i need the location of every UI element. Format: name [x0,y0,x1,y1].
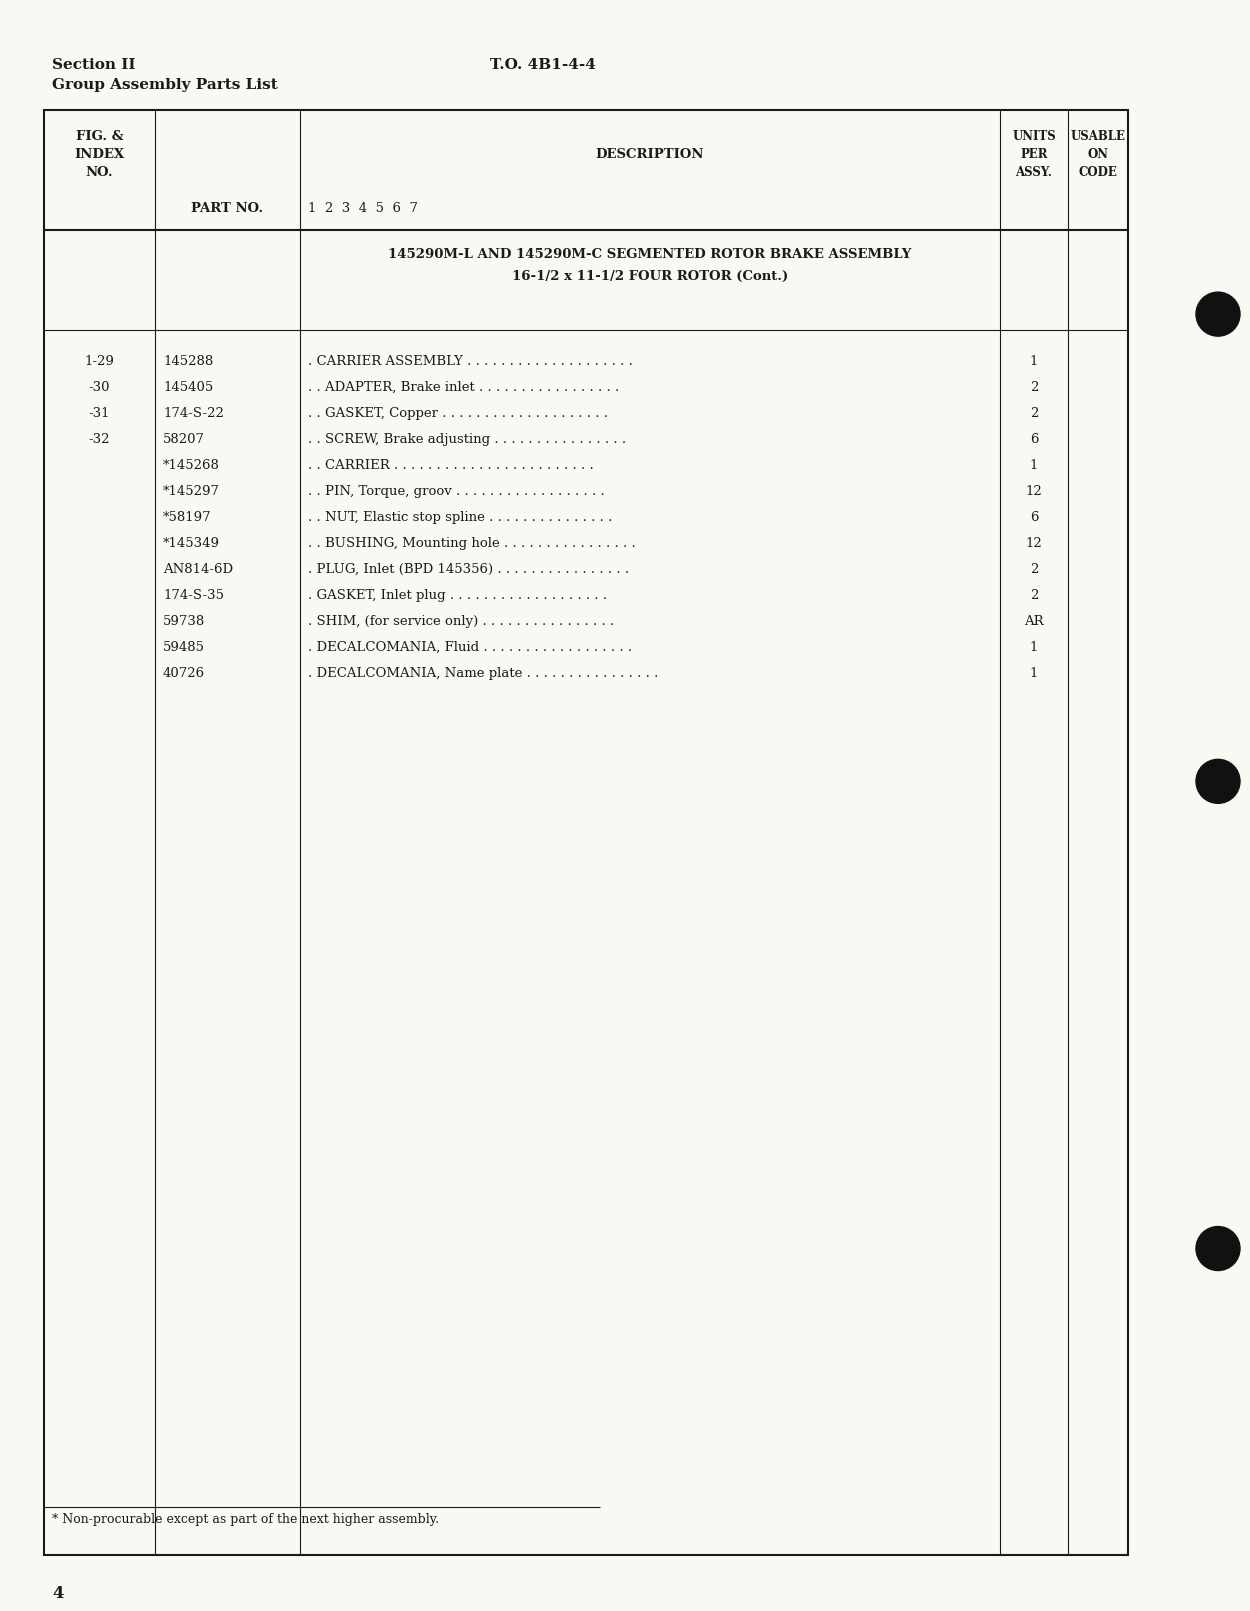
Text: 2: 2 [1030,590,1039,603]
Text: *58197: *58197 [162,511,211,524]
Text: 1: 1 [1030,667,1039,680]
Text: 6: 6 [1030,511,1039,524]
Text: CODE: CODE [1079,166,1118,179]
Text: -31: -31 [89,408,110,420]
Text: DESCRIPTION: DESCRIPTION [596,148,704,161]
Text: . PLUG, Inlet (BPD 145356) . . . . . . . . . . . . . . . .: . PLUG, Inlet (BPD 145356) . . . . . . .… [308,562,629,577]
Text: 59485: 59485 [162,641,205,654]
Text: Section II: Section II [52,58,135,72]
Text: INDEX: INDEX [75,148,125,161]
Text: 59738: 59738 [162,615,205,628]
Text: 12: 12 [1025,536,1042,549]
Circle shape [1196,759,1240,804]
Text: 1  2  3  4  5  6  7: 1 2 3 4 5 6 7 [308,201,418,214]
Bar [44,110,1128,1555]
Text: 58207: 58207 [162,433,205,446]
Text: 1-29: 1-29 [85,354,115,367]
Text: . . GASKET, Copper . . . . . . . . . . . . . . . . . . . .: . . GASKET, Copper . . . . . . . . . . .… [308,408,608,420]
Text: . . PIN, Torque, groov . . . . . . . . . . . . . . . . . .: . . PIN, Torque, groov . . . . . . . . .… [308,485,605,498]
Text: 174-S-22: 174-S-22 [162,408,224,420]
Text: 1: 1 [1030,641,1039,654]
Text: AN814-6D: AN814-6D [162,562,232,577]
Text: ASSY.: ASSY. [1015,166,1052,179]
Text: . DECALCOMANIA, Fluid . . . . . . . . . . . . . . . . . .: . DECALCOMANIA, Fluid . . . . . . . . . … [308,641,632,654]
Text: 16-1/2 x 11-1/2 FOUR ROTOR (Cont.): 16-1/2 x 11-1/2 FOUR ROTOR (Cont.) [512,271,789,284]
Text: 12: 12 [1025,485,1042,498]
Text: . . BUSHING, Mounting hole . . . . . . . . . . . . . . . .: . . BUSHING, Mounting hole . . . . . . .… [308,536,636,549]
Text: 6: 6 [1030,433,1039,446]
Text: . . CARRIER . . . . . . . . . . . . . . . . . . . . . . . .: . . CARRIER . . . . . . . . . . . . . . … [308,459,594,472]
Circle shape [1196,292,1240,337]
Text: 40726: 40726 [162,667,205,680]
Text: -30: -30 [89,380,110,395]
Circle shape [1196,1226,1240,1271]
Text: *145349: *145349 [162,536,220,549]
Text: Group Assembly Parts List: Group Assembly Parts List [52,77,278,92]
Text: NO.: NO. [86,166,114,179]
Text: AR: AR [1024,615,1044,628]
Text: 4: 4 [52,1585,64,1601]
Text: . CARRIER ASSEMBLY . . . . . . . . . . . . . . . . . . . .: . CARRIER ASSEMBLY . . . . . . . . . . .… [308,354,632,367]
Text: 145288: 145288 [162,354,214,367]
Text: 145405: 145405 [162,380,214,395]
Text: PER: PER [1020,148,1048,161]
Text: 2: 2 [1030,408,1039,420]
Text: -32: -32 [89,433,110,446]
Text: *145268: *145268 [162,459,220,472]
Text: 2: 2 [1030,380,1039,395]
Text: 145290M-L AND 145290M-C SEGMENTED ROTOR BRAKE ASSEMBLY: 145290M-L AND 145290M-C SEGMENTED ROTOR … [389,248,911,261]
Text: . GASKET, Inlet plug . . . . . . . . . . . . . . . . . . .: . GASKET, Inlet plug . . . . . . . . . .… [308,590,608,603]
Text: . . SCREW, Brake adjusting . . . . . . . . . . . . . . . .: . . SCREW, Brake adjusting . . . . . . .… [308,433,626,446]
Text: USABLE: USABLE [1070,130,1125,143]
Text: UNITS: UNITS [1013,130,1056,143]
Text: ON: ON [1088,148,1109,161]
Text: *145297: *145297 [162,485,220,498]
Text: FIG. &: FIG. & [76,130,124,143]
Text: PART NO.: PART NO. [191,201,264,214]
Text: . . NUT, Elastic stop spline . . . . . . . . . . . . . . .: . . NUT, Elastic stop spline . . . . . .… [308,511,612,524]
Text: 1: 1 [1030,459,1039,472]
Text: 2: 2 [1030,562,1039,577]
Text: 174-S-35: 174-S-35 [162,590,224,603]
Text: . SHIM, (for service only) . . . . . . . . . . . . . . . .: . SHIM, (for service only) . . . . . . .… [308,615,614,628]
Text: . . ADAPTER, Brake inlet . . . . . . . . . . . . . . . . .: . . ADAPTER, Brake inlet . . . . . . . .… [308,380,619,395]
Text: T.O. 4B1-4-4: T.O. 4B1-4-4 [490,58,596,72]
Text: . DECALCOMANIA, Name plate . . . . . . . . . . . . . . . .: . DECALCOMANIA, Name plate . . . . . . .… [308,667,659,680]
Text: * Non-procurable except as part of the next higher assembly.: * Non-procurable except as part of the n… [52,1513,439,1526]
Text: 1: 1 [1030,354,1039,367]
